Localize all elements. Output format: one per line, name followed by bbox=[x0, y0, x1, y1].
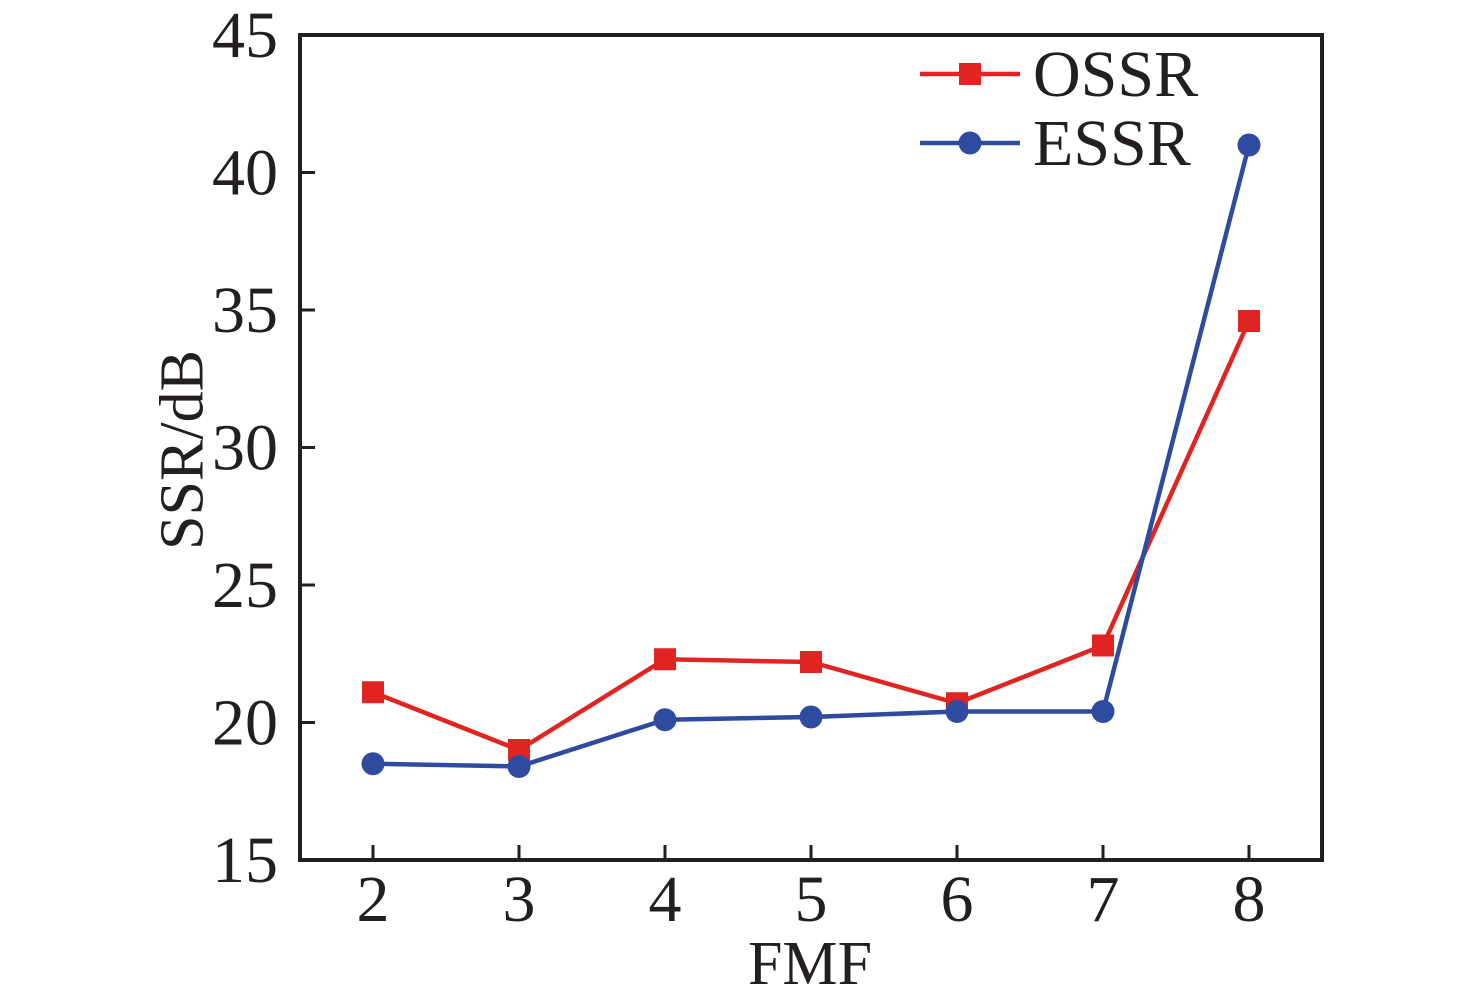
x-tick-label: 5 bbox=[795, 863, 828, 936]
legend-label: OSSR bbox=[1033, 38, 1198, 111]
ossr-point bbox=[1238, 310, 1260, 332]
x-tick-label: 3 bbox=[503, 863, 536, 936]
essr-point bbox=[507, 755, 531, 778]
legend-item-ossr: OSSR bbox=[920, 38, 1198, 111]
ossr-point bbox=[508, 739, 530, 761]
circle-marker-icon bbox=[958, 131, 982, 155]
y-tick-label: 40 bbox=[212, 136, 278, 209]
ossr-point bbox=[654, 648, 676, 671]
y-tick-label: 20 bbox=[212, 686, 278, 759]
essr-point bbox=[799, 705, 823, 729]
square-marker-icon bbox=[959, 63, 981, 85]
essr-line bbox=[372, 144, 1252, 769]
y-tick-label: 15 bbox=[212, 824, 278, 897]
x-tick-label: 4 bbox=[649, 863, 682, 936]
x-tick-label: 7 bbox=[1087, 863, 1120, 936]
legend-item-essr: ESSR bbox=[920, 107, 1191, 180]
y-tick-label: 25 bbox=[212, 549, 278, 622]
y-tick-label: 45 bbox=[212, 0, 278, 72]
series-layer bbox=[361, 133, 1261, 778]
ossr-point bbox=[1092, 634, 1114, 657]
ossr-line bbox=[372, 320, 1252, 753]
y-tick-label: 30 bbox=[212, 411, 278, 484]
ossr-point bbox=[800, 651, 822, 673]
legend: OSSR ESSR bbox=[920, 38, 1198, 180]
x-tick-label: 2 bbox=[357, 863, 390, 936]
essr-point bbox=[653, 708, 677, 732]
essr-point bbox=[361, 752, 385, 776]
x-axis-title: FMF bbox=[748, 930, 872, 998]
essr-point bbox=[1237, 133, 1261, 157]
y-axis-title: SSR/dB bbox=[148, 350, 216, 550]
x-tick-label: 8 bbox=[1233, 863, 1266, 936]
x-tick-label: 6 bbox=[941, 863, 974, 936]
ossr-point bbox=[362, 681, 384, 704]
essr-point bbox=[945, 700, 969, 723]
legend-label: ESSR bbox=[1033, 107, 1191, 180]
y-tick-label: 35 bbox=[212, 274, 278, 347]
essr-point bbox=[1091, 700, 1115, 723]
